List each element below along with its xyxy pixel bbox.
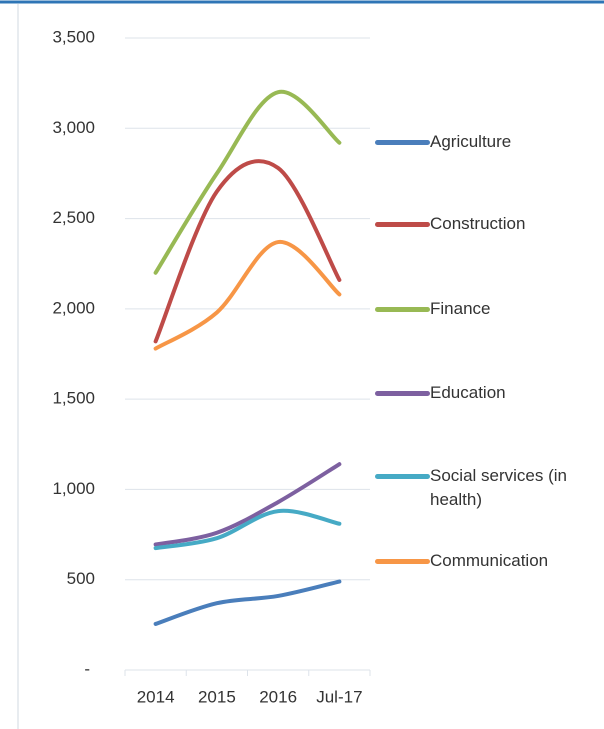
- legend-label: Finance: [430, 299, 491, 318]
- y-tick-label: 3,500: [52, 27, 95, 46]
- legend-swatch: [375, 222, 430, 227]
- legend-swatch: [375, 140, 430, 145]
- y-tick-label: 1,000: [52, 479, 95, 498]
- y-tick-label: 2,000: [52, 298, 95, 317]
- legend-item: Social services (in health): [375, 464, 600, 512]
- legend-label: Education: [430, 383, 506, 402]
- legend-item: Communication: [375, 549, 600, 573]
- y-tick-label: -: [84, 659, 90, 678]
- y-tick-label: 3,000: [52, 118, 95, 137]
- x-tick-label: Jul-17: [316, 687, 362, 706]
- legend-label: Agriculture: [430, 132, 512, 151]
- legend-item: Education: [375, 381, 600, 405]
- legend-item: Agriculture: [375, 130, 600, 154]
- legend-label: Communication: [430, 551, 549, 570]
- series-line: [153, 90, 342, 275]
- legend-swatch: [375, 307, 430, 312]
- legend-swatch: [375, 474, 430, 479]
- y-tick-label: 1,500: [52, 389, 95, 408]
- legend-swatch: [375, 391, 430, 396]
- legend-swatch: [375, 559, 430, 564]
- legend-label: Construction: [430, 214, 526, 233]
- series-line: [153, 240, 342, 351]
- x-tick-label: 2016: [259, 687, 297, 706]
- legend-item: Construction: [375, 212, 600, 236]
- legend-item: Finance: [375, 297, 600, 321]
- series-line: [153, 462, 342, 547]
- series-line: [153, 579, 342, 626]
- series-line: [153, 508, 342, 551]
- y-tick-label: 2,500: [52, 208, 95, 227]
- series-line: [153, 159, 342, 344]
- y-tick-label: 500: [67, 569, 95, 588]
- legend-label: Social services (in health): [430, 466, 567, 509]
- x-tick-label: 2014: [137, 687, 175, 706]
- x-tick-label: 2015: [198, 687, 236, 706]
